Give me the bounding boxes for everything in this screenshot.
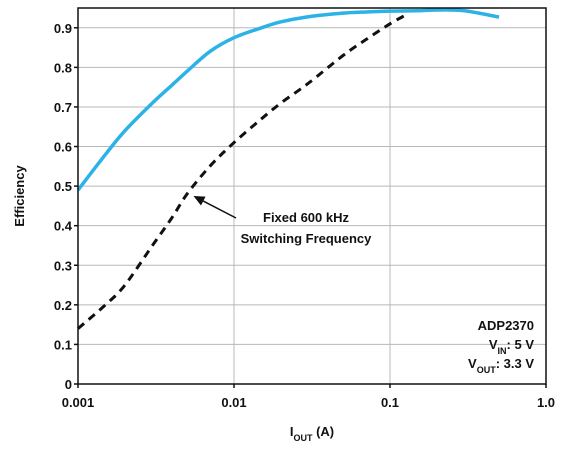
- y-axis-title: Efficiency: [12, 165, 27, 227]
- x-tick-label: 0.01: [221, 395, 246, 410]
- y-tick-label: 0.9: [54, 21, 72, 36]
- annotation-arrow: [202, 200, 237, 219]
- y-tick-labels: 0 0.1 0.2 0.3 0.4 0.5 0.6 0.7 0.8 0.9: [54, 21, 78, 392]
- x-tick-labels: 0.001 0.01 0.1 1.0: [62, 384, 555, 410]
- y-tick-label: 0: [65, 377, 72, 392]
- y-tick-label: 0.8: [54, 60, 72, 75]
- y-tick-label: 0.4: [54, 219, 73, 234]
- x-tick-label: 1.0: [537, 395, 555, 410]
- plot-frame: [77, 7, 547, 385]
- y-tick-label: 0.1: [54, 337, 72, 352]
- series-line-2: [77, 12, 409, 330]
- spec-box: ADP2370 VIN: 5 V VOUT: 3.3 V: [468, 318, 534, 375]
- y-tick-label: 0.7: [54, 100, 72, 115]
- annotation-arrowhead: [193, 196, 206, 206]
- x-axis-title: IOUT (A): [290, 424, 334, 443]
- y-tick-label: 0.6: [54, 140, 72, 155]
- series-line-1: [76, 8, 500, 192]
- y-tick-label: 0.2: [54, 298, 72, 313]
- x-tick-label: 0.001: [62, 395, 95, 410]
- y-tick-label: 0.3: [54, 258, 72, 273]
- spec-vin: VIN: 5 V: [489, 337, 534, 356]
- annotation-line-1: Fixed 600 kHz: [263, 210, 349, 225]
- grid: [78, 8, 546, 384]
- series-lines: [76, 8, 500, 330]
- x-tick-label: 0.1: [381, 395, 399, 410]
- spec-vout: VOUT: 3.3 V: [468, 356, 534, 375]
- annotation: Fixed 600 kHz Switching Frequency: [193, 196, 372, 246]
- y-tick-label: 0.5: [54, 179, 72, 194]
- spec-part: ADP2370: [478, 318, 534, 333]
- annotation-line-2: Switching Frequency: [241, 231, 373, 246]
